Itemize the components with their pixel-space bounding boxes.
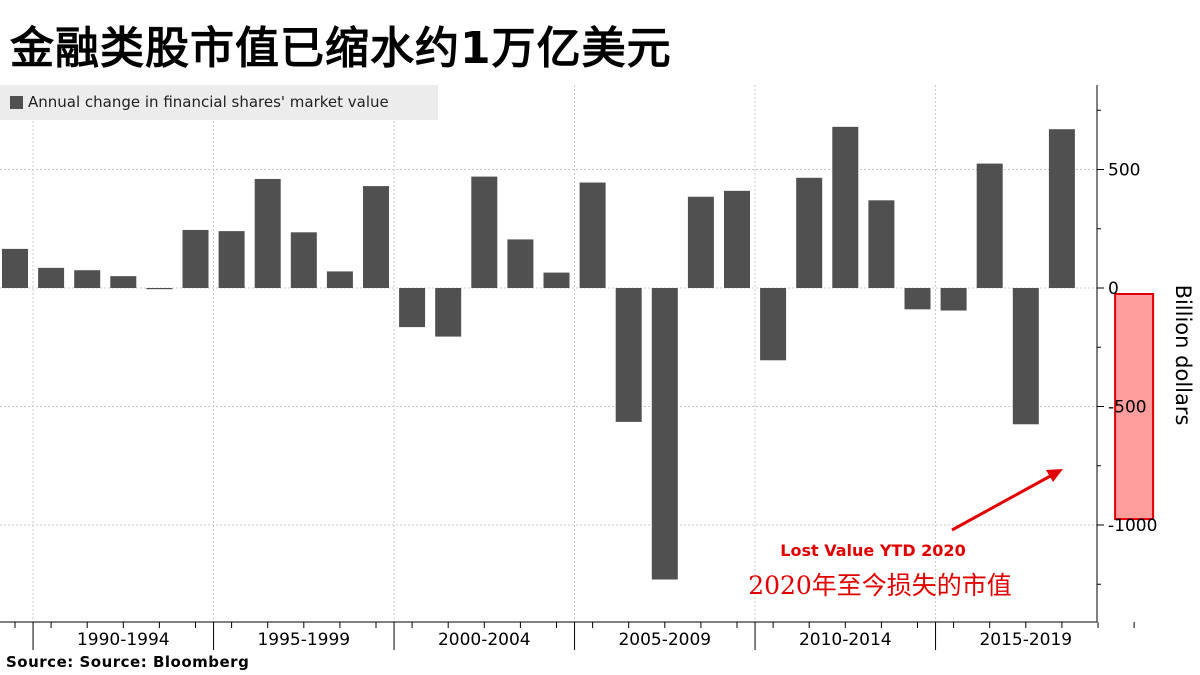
- bar-1994: [182, 229, 209, 288]
- y-tick-label: -1000: [1108, 516, 1157, 536]
- bar-2018: [1048, 129, 1075, 288]
- chart-title: 金融类股市值已缩水约1万亿美元: [10, 23, 672, 74]
- bar-1995: [218, 231, 245, 288]
- x-group-label: 2015-2019: [979, 630, 1072, 650]
- bar-2002: [471, 176, 498, 288]
- bar-1993: [146, 288, 173, 290]
- x-group-label: 2005-2009: [618, 630, 711, 650]
- x-group-label: 1990-1994: [77, 630, 170, 650]
- bar-2009: [724, 190, 750, 288]
- x-group-label: 1995-1999: [257, 630, 350, 650]
- bar-1989: [2, 248, 28, 288]
- bar-2016: [976, 163, 1003, 288]
- source-note: Source: Source: Bloomberg: [6, 653, 250, 671]
- bar-1992: [110, 276, 137, 288]
- bar-2010: [760, 288, 787, 361]
- bar-2005: [579, 182, 606, 288]
- bar-2011: [796, 177, 823, 288]
- y-tick-label: 0: [1108, 279, 1119, 299]
- legend-label: Annual change in financial shares' marke…: [28, 93, 389, 111]
- x-group-label: 2000-2004: [438, 630, 531, 650]
- bar-1991: [74, 270, 101, 288]
- bar-2015: [940, 288, 967, 311]
- bar-1996: [254, 178, 281, 288]
- bar-2007: [651, 288, 678, 580]
- bar-2006: [615, 288, 642, 422]
- bar-1998: [326, 271, 353, 288]
- y-tick-label: 500: [1108, 161, 1140, 181]
- annotation-label-en: Lost Value YTD 2020: [780, 541, 965, 560]
- bar-2004: [543, 272, 570, 288]
- bar-1999: [363, 186, 389, 288]
- bar-2003: [507, 239, 534, 288]
- bar-1990: [38, 267, 65, 288]
- x-group-label: 2010-2014: [799, 630, 892, 650]
- y-axis-label: Billion dollars: [1171, 285, 1195, 426]
- bar-2020-highlight: [1114, 293, 1155, 521]
- bar-2014: [904, 288, 931, 310]
- bar-2000: [399, 288, 426, 328]
- bar-2001: [435, 288, 462, 337]
- annotation-label-cn: 2020年至今损失的市值: [748, 571, 1012, 600]
- legend: Annual change in financial shares' marke…: [0, 85, 438, 120]
- bar-1997: [290, 232, 317, 288]
- bar-2017: [1012, 288, 1039, 425]
- bar-2008: [687, 196, 714, 288]
- annotation-arrow-line: [951, 472, 1055, 532]
- bar-2013: [868, 200, 895, 288]
- legend-swatch: [10, 96, 23, 109]
- bar-2012: [832, 126, 859, 288]
- annotation-arrowhead: [1046, 469, 1063, 482]
- y-tick-label: -500: [1108, 398, 1147, 418]
